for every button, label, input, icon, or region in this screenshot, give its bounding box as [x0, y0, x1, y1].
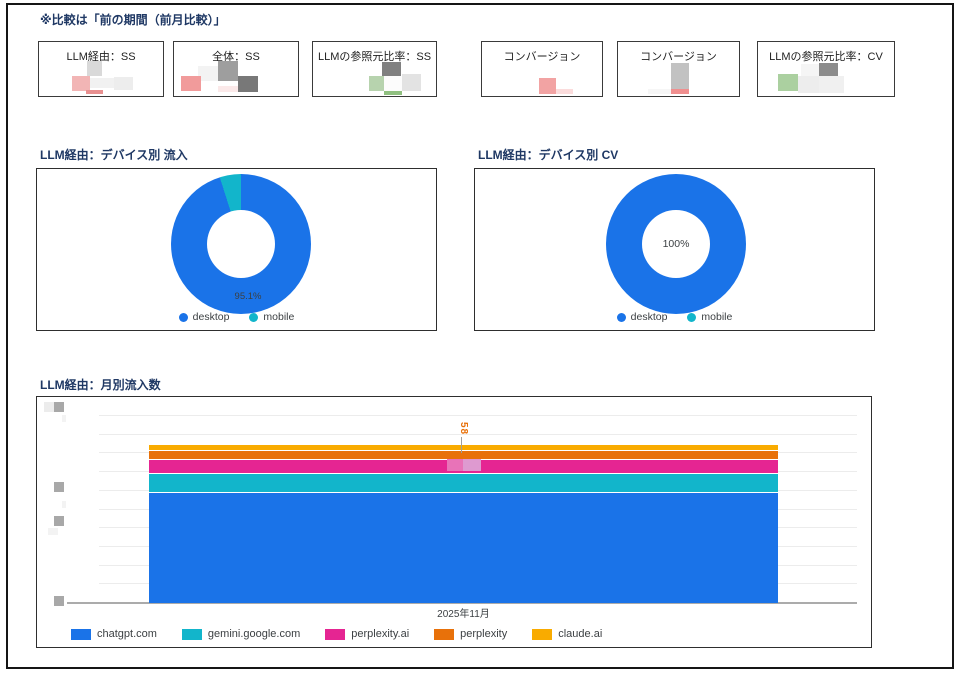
redacted-segment-patch: [463, 459, 481, 471]
redacted-value: [778, 74, 798, 91]
legend-item-desktop[interactable]: desktop: [616, 311, 668, 323]
legend-item-chatgpt[interactable]: chatgpt.com: [71, 628, 157, 640]
legend-item-claude[interactable]: claude.ai: [532, 628, 602, 640]
device-inflow-chart: 95.1% desktop mobile: [36, 168, 437, 331]
redacted-axis-tick: [54, 596, 64, 606]
legend-item-mobile[interactable]: mobile: [687, 311, 732, 323]
redacted-value: [539, 78, 556, 94]
legend-item-perplexity-ai[interactable]: perplexity.ai: [325, 628, 409, 640]
redacted-value: [90, 78, 114, 88]
scorecard-conversion-1[interactable]: コンバージョン: [481, 41, 603, 97]
redacted-value: [181, 76, 201, 91]
redacted-axis-tick: [48, 528, 58, 535]
scorecard-llm-ss[interactable]: LLM経由：SS: [38, 41, 164, 97]
legend-label: mobile: [263, 311, 295, 323]
scorecard-title: LLMの参照元比率：SS: [317, 51, 432, 63]
chatgpt-legend-swatch: [71, 628, 91, 640]
redacted-value: [671, 89, 689, 94]
monthly-inflow-title: LLM経由：月別流入数: [40, 378, 161, 392]
device-cv-donut-ring[interactable]: [606, 174, 746, 314]
redacted-value: [86, 90, 103, 94]
desktop-slice-label: 95.1%: [234, 291, 262, 302]
scorecard-llm-referrer-ratio-cv[interactable]: LLMの参照元比率：CV: [757, 41, 895, 97]
redacted-value: [198, 66, 218, 81]
page-border: [6, 3, 954, 669]
gridline: [99, 433, 857, 435]
x-axis-category-label: 2025年11月: [437, 609, 490, 620]
scorecard-total-ss[interactable]: 全体：SS: [173, 41, 299, 97]
mobile-legend-dot: [687, 312, 697, 322]
scorecard-title: LLMの参照元比率：CV: [769, 51, 883, 63]
device-cv-chart: 100% desktop mobile: [474, 168, 875, 331]
legend-label: gemini.google.com: [207, 628, 301, 640]
redacted-value: [402, 74, 421, 91]
redacted-value: [218, 61, 238, 81]
bar-segment-claude.ai[interactable]: [149, 445, 778, 451]
scorecard-conversion-2[interactable]: コンバージョン: [617, 41, 740, 97]
desktop-legend-dot: [178, 312, 188, 322]
mobile-legend-dot: [249, 312, 259, 322]
redacted-axis-tick: [54, 482, 64, 492]
legend-label: chatgpt.com: [97, 628, 157, 640]
scorecard-title: LLM経由：SS: [66, 51, 136, 63]
device-inflow-legend: desktop mobile: [37, 311, 436, 323]
redacted-value: [798, 76, 819, 93]
gemini-legend-swatch: [181, 628, 202, 640]
donut-hole: [642, 210, 710, 278]
redacted-value: [384, 91, 402, 95]
scorecard-llm-referrer-ratio-ss[interactable]: LLMの参照元比率：SS: [312, 41, 437, 97]
device-inflow-title: LLM経由：デバイス別 流入: [40, 148, 188, 162]
redacted-value: [384, 76, 402, 91]
data-label-leader-line: [461, 437, 462, 453]
legend-item-mobile[interactable]: mobile: [249, 311, 294, 323]
desktop-legend-dot: [616, 312, 626, 322]
legend-label: perplexity: [460, 628, 508, 640]
scorecard-title: 全体：SS: [212, 51, 260, 63]
legend-item-gemini[interactable]: gemini.google.com: [181, 628, 301, 640]
comparison-note: ※比較は「前の期間（前月比較）」: [40, 13, 226, 27]
redacted-value: [819, 76, 844, 93]
redacted-value: [87, 61, 102, 76]
device-cv-legend: desktop mobile: [475, 311, 874, 323]
redacted-value: [238, 76, 258, 92]
scorecard-title: コンバージョン: [503, 51, 581, 63]
stacked-bar: [149, 445, 778, 603]
claude-legend-swatch: [532, 628, 553, 640]
legend-label: perplexity.ai: [351, 628, 410, 640]
redacted-axis-tick: [62, 501, 66, 508]
redacted-axis-tick: [44, 402, 54, 412]
gridline: [99, 415, 857, 416]
legend-label: desktop: [192, 311, 230, 323]
redacted-value: [671, 63, 689, 89]
bar-segment-chatgpt.com[interactable]: [149, 493, 778, 603]
redacted-value: [648, 89, 671, 94]
device-cv-title: LLM経由：デバイス別 CV: [478, 148, 619, 162]
redacted-value: [218, 86, 238, 92]
monthly-inflow-chart: 58 2025年11月 chatgpt.com gemini.google.co…: [36, 396, 872, 648]
perplexity-legend-swatch: [434, 628, 455, 640]
redacted-axis-tick: [54, 516, 64, 526]
legend-label: claude.ai: [558, 628, 603, 640]
cv-center-label: 100%: [662, 238, 690, 250]
x-axis-line: [67, 602, 857, 604]
redacted-value: [72, 76, 90, 91]
bar-segment-gemini.google.com[interactable]: [149, 474, 778, 493]
redacted-value: [369, 76, 384, 91]
perplexity-data-label: 58: [458, 421, 470, 436]
legend-item-perplexity[interactable]: perplexity: [434, 628, 507, 640]
device-inflow-donut-ring[interactable]: [171, 174, 311, 314]
perplexity-ai-legend-swatch: [325, 628, 346, 640]
legend-item-desktop[interactable]: desktop: [178, 311, 230, 323]
legend-label: desktop: [630, 311, 668, 323]
donut-hole: [207, 210, 275, 278]
redacted-value: [556, 89, 573, 94]
legend-label: mobile: [701, 311, 733, 323]
redacted-axis-tick: [54, 402, 64, 412]
scorecard-title: コンバージョン: [640, 51, 717, 63]
redacted-segment-patch: [447, 459, 463, 471]
redacted-value: [114, 77, 133, 90]
redacted-axis-tick: [62, 415, 66, 422]
monthly-chart-legend: chatgpt.com gemini.google.com perplexity…: [71, 628, 602, 640]
